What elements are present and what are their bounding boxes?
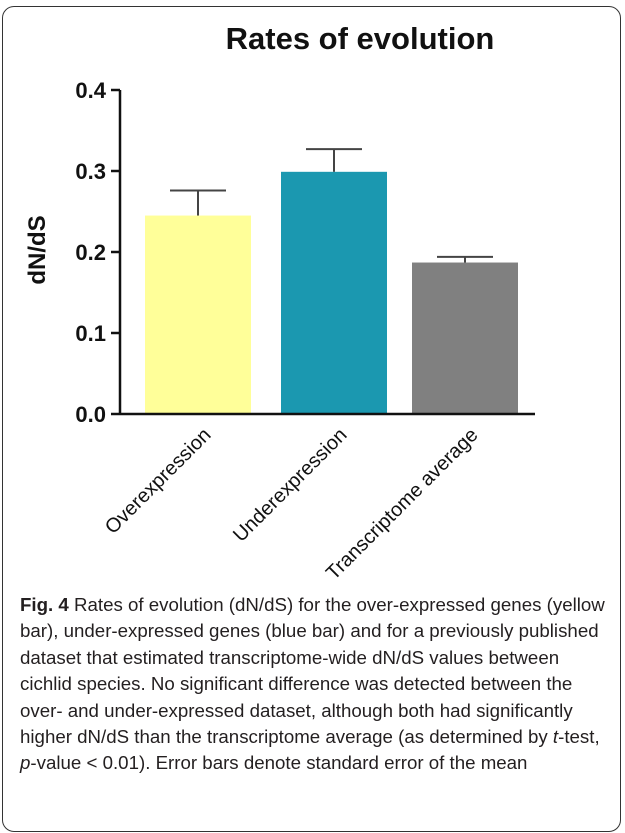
y-tick-label-2: 0.2 <box>75 240 106 265</box>
bar-1 <box>281 171 387 414</box>
caption-text-1: Rates of evolution (dN/dS) for the over-… <box>20 594 605 748</box>
y-axis-label: dN/dS <box>24 215 51 284</box>
figure-caption: Fig. 4 Rates of evolution (dN/dS) for th… <box>20 592 610 777</box>
bar-chart: Rates of evolution dN/dS 0.0 0.1 0.2 0.3 0.4… <box>24 21 535 584</box>
bar-0 <box>145 215 251 414</box>
caption-text-2: -test, <box>558 726 600 748</box>
figure-label: Fig. 4 <box>20 594 69 615</box>
caption-t-italic: t <box>552 726 559 748</box>
bar-2 <box>412 262 518 414</box>
caption-p-italic: p <box>20 752 31 774</box>
figure-frame <box>2 6 621 832</box>
y-tick-label-3: 0.3 <box>75 159 106 184</box>
y-tick-label-4: 0.4 <box>75 78 106 103</box>
chart-title: Rates of evolution <box>226 21 495 56</box>
y-tick-label-1: 0.1 <box>75 321 106 346</box>
category-label-2: Transcriptome average <box>322 424 482 584</box>
caption-text-3: -value < 0.01). Error bars denote standa… <box>30 752 528 774</box>
category-label-1: Underexpression <box>229 424 351 546</box>
y-tick-label-0: 0.0 <box>75 402 106 427</box>
category-label-0: Overexpression <box>101 424 216 539</box>
